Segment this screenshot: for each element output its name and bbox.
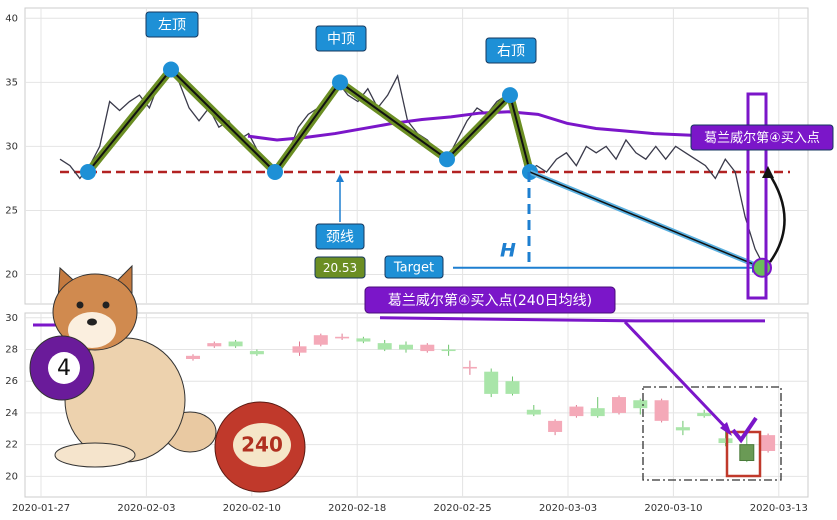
y-tick-label: 30 (5, 141, 18, 152)
candle-body (505, 381, 520, 394)
y-tick-label: 40 (5, 13, 18, 24)
label-target: Target (393, 261, 434, 276)
arrow-head (720, 422, 732, 436)
target-value-box (314, 256, 366, 279)
candle-body (186, 355, 200, 359)
label-target-box (384, 255, 444, 279)
x-tick-label: 2020-01-27 (12, 503, 70, 514)
y-tick-label: 28 (5, 344, 18, 355)
focus-box (725, 430, 762, 478)
arrow-head (336, 174, 344, 182)
y-tick-label: 35 (5, 77, 18, 88)
trend-core (529, 171, 763, 269)
candle-body (399, 344, 413, 350)
y-tick-label: 24 (5, 408, 18, 419)
ball-240-spot (233, 423, 291, 467)
buy-arrow (766, 171, 786, 263)
candle-body (249, 351, 264, 355)
y-tick-label: 22 (5, 440, 18, 451)
candle-body (697, 412, 712, 417)
candle-body (420, 344, 435, 352)
candle-body (484, 371, 499, 394)
y-tick-label: 20 (5, 471, 18, 482)
dog-nose (87, 318, 97, 326)
label-left-top-box (145, 11, 199, 38)
x-tick-label: 2020-03-03 (539, 503, 597, 514)
label-right-top-box (485, 37, 537, 64)
candle-body (675, 427, 690, 431)
pointer-arrow (623, 320, 730, 432)
arrow-head (762, 166, 774, 178)
label-buy-point-box (690, 124, 834, 151)
label-buy-point: 葛兰威尔第④买入点 (704, 131, 820, 146)
target-point (752, 257, 772, 278)
dog-paws (54, 442, 136, 468)
candle-body (612, 397, 626, 413)
pattern-point (439, 151, 455, 168)
ball-4-label: 4 (57, 356, 71, 381)
candle-body (292, 346, 307, 353)
ma-line (247, 110, 771, 142)
pattern-point (502, 87, 518, 104)
candle-body (228, 341, 243, 347)
candle-body (313, 335, 328, 345)
label-middle-top: 中顶 (327, 32, 355, 48)
label-right-top: 右顶 (497, 44, 525, 60)
ma-line (379, 316, 765, 323)
candle-body (761, 435, 776, 451)
candle-body (335, 336, 350, 339)
x-tick-label: 2020-02-03 (117, 503, 175, 514)
dog-muzzle (68, 312, 116, 348)
label-height: H (500, 240, 516, 262)
annotation: 葛兰威尔第④买入点(240日均线) (388, 292, 592, 309)
candle-body (739, 444, 755, 462)
candle-body (569, 406, 584, 417)
x-tick-label: 2020-02-10 (223, 503, 281, 514)
candle-body (356, 338, 371, 342)
label-middle-top-box (315, 25, 367, 52)
check-mark (731, 416, 758, 444)
label-neckline: 颈线 (326, 230, 354, 246)
candle-body (590, 408, 605, 417)
candle-body (377, 343, 392, 350)
pattern-point (80, 164, 96, 181)
candle-body (526, 409, 541, 415)
pattern-point (267, 164, 283, 181)
candle-body (441, 349, 456, 352)
label-neckline-box (315, 223, 365, 250)
ball-240-label: 240 (241, 433, 283, 457)
candle-body (718, 438, 733, 444)
candle-body (462, 366, 477, 369)
annotation-box (364, 286, 616, 314)
candle-body (548, 420, 563, 432)
candle-body (654, 400, 669, 421)
target-value: 20.53 (323, 261, 357, 275)
dog-eye (102, 301, 110, 309)
y-tick-label: 20 (5, 270, 18, 281)
dog-eye (76, 301, 84, 309)
ball-4-spot (48, 352, 80, 384)
y-tick-label: 30 (5, 313, 18, 324)
top-plot (24, 7, 809, 305)
pattern-point (163, 61, 179, 78)
pattern-point (332, 74, 348, 91)
decorations: 4 240 (29, 264, 306, 493)
x-tick-label: 2020-02-18 (328, 503, 386, 514)
x-tick-label: 2020-03-10 (644, 503, 702, 514)
y-tick-label: 25 (5, 205, 18, 216)
x-tick-label: 2020-03-13 (750, 503, 808, 514)
x-tick-label: 2020-02-25 (434, 503, 492, 514)
candle-body (633, 400, 648, 409)
buy-highlight (746, 92, 768, 300)
y-tick-label: 26 (5, 376, 18, 387)
label-left-top: 左顶 (158, 18, 186, 34)
candle-body (207, 343, 222, 347)
zoom-box (642, 386, 782, 481)
